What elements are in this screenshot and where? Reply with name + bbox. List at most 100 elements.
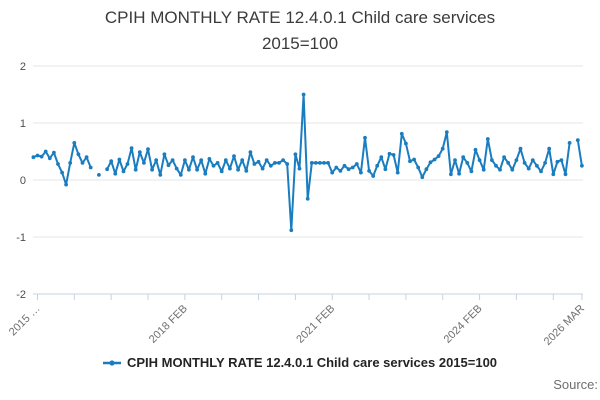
data-point-marker xyxy=(260,166,265,171)
data-point-marker xyxy=(318,161,322,165)
data-point-marker xyxy=(354,162,359,166)
data-point-marker xyxy=(412,157,416,162)
x-tick-label: 2024 FEB xyxy=(442,303,485,346)
data-point-marker xyxy=(436,154,441,159)
data-point-marker xyxy=(326,161,330,165)
data-point-marker xyxy=(416,165,421,170)
x-tick-label: 2015 … xyxy=(7,303,43,339)
data-point-marker xyxy=(539,169,543,174)
data-point-marker xyxy=(363,135,367,140)
data-point-marker xyxy=(301,92,306,97)
data-point-marker xyxy=(170,158,175,163)
data-point-marker xyxy=(203,171,208,176)
data-point-marker xyxy=(404,141,408,146)
data-point-marker xyxy=(166,163,171,168)
data-point-marker xyxy=(535,163,539,168)
legend-line-marker-icon xyxy=(102,358,121,368)
y-tick-label: 2 xyxy=(20,61,26,73)
data-point-marker xyxy=(60,170,64,175)
data-point-marker xyxy=(309,161,314,165)
data-point-marker xyxy=(551,172,556,177)
data-point-marker xyxy=(395,170,400,175)
y-tick-label: -1 xyxy=(16,232,26,244)
x-tick-label: 2026 MAR xyxy=(542,303,587,348)
data-point-marker xyxy=(31,155,36,160)
data-point-marker xyxy=(465,161,470,165)
data-point-marker xyxy=(281,158,285,163)
data-point-marker xyxy=(514,158,519,163)
data-point-marker xyxy=(408,159,412,164)
data-point-marker xyxy=(129,146,134,151)
data-point-marker xyxy=(494,163,498,168)
data-point-marker xyxy=(39,154,44,159)
y-tick-label: 1 xyxy=(20,118,26,130)
data-point-marker xyxy=(240,158,245,163)
data-point-marker xyxy=(444,130,449,135)
x-tick-label: 2018 FEB xyxy=(147,303,190,346)
data-point-marker xyxy=(137,150,142,155)
data-point-marker xyxy=(117,157,122,162)
data-point-marker xyxy=(580,163,584,168)
data-point-marker xyxy=(88,165,93,170)
y-tick-label: 0 xyxy=(20,175,26,187)
data-point-marker xyxy=(547,146,552,151)
data-point-marker xyxy=(244,169,249,173)
data-point-marker xyxy=(52,150,56,155)
data-point-marker xyxy=(449,172,453,177)
source-label: Source: xyxy=(553,377,598,392)
data-point-marker xyxy=(264,158,269,163)
data-point-marker xyxy=(268,163,273,168)
data-point-marker xyxy=(121,169,126,174)
data-point-marker xyxy=(506,161,511,165)
data-point-marker xyxy=(84,155,89,160)
data-point-marker xyxy=(387,151,392,156)
data-point-marker xyxy=(285,162,290,166)
data-point-marker xyxy=(485,137,490,141)
data-point-marker xyxy=(371,174,376,178)
data-point-marker xyxy=(219,169,224,174)
data-point-marker xyxy=(305,196,310,201)
data-point-marker xyxy=(375,163,380,168)
data-point-marker xyxy=(232,154,236,159)
data-point-marker xyxy=(80,161,85,165)
data-point-marker xyxy=(567,141,572,145)
data-point-marker xyxy=(490,158,494,163)
data-point-marker xyxy=(43,149,48,154)
data-point-marker xyxy=(359,170,363,175)
data-point-marker xyxy=(322,161,326,165)
data-point-marker xyxy=(457,171,461,176)
data-point-marker xyxy=(391,153,396,157)
data-point-marker xyxy=(273,161,277,165)
data-point-marker xyxy=(183,158,187,163)
data-point-marker xyxy=(518,146,523,151)
data-point-marker xyxy=(207,157,212,161)
data-point-marker xyxy=(293,152,298,157)
data-point-marker xyxy=(68,161,73,165)
data-point-marker xyxy=(555,159,560,164)
data-point-marker xyxy=(334,165,339,170)
legend-item[interactable]: CPIH MONTHLY RATE 12.4.0.1 Child care se… xyxy=(0,355,600,370)
data-point-marker xyxy=(461,155,466,160)
data-point-marker xyxy=(346,167,351,172)
data-point-marker xyxy=(133,167,138,172)
data-point-marker xyxy=(154,158,159,163)
data-point-marker xyxy=(424,167,429,172)
data-point-marker xyxy=(563,172,568,177)
data-point-marker xyxy=(113,171,118,176)
y-tick-label: -2 xyxy=(16,289,26,301)
chart-title-line1: CPIH MONTHLY RATE 12.4.0.1 Child care se… xyxy=(104,8,496,27)
data-point-marker xyxy=(199,158,204,163)
data-point-marker xyxy=(215,161,220,165)
data-point-marker xyxy=(158,173,163,177)
x-tick-label: 2021 FEB xyxy=(294,303,337,346)
data-point-marker xyxy=(64,182,68,187)
data-point-marker xyxy=(543,161,547,165)
data-point-marker xyxy=(428,160,433,165)
data-point-marker xyxy=(76,152,81,157)
chart-title: CPIH MONTHLY RATE 12.4.0.1 Child care se… xyxy=(0,5,600,57)
data-point-marker xyxy=(432,157,437,162)
data-point-marker xyxy=(399,131,404,136)
data-point-marker xyxy=(420,175,425,180)
data-point-marker xyxy=(195,167,200,172)
data-point-marker xyxy=(379,155,384,160)
